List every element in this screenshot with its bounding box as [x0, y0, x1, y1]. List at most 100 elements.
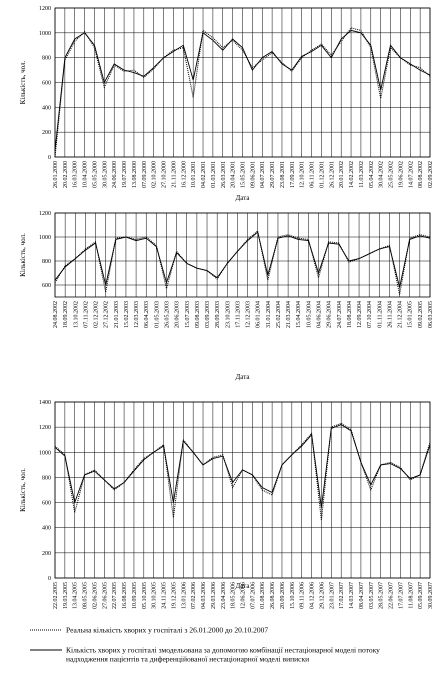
x-tick-label: 22.02.2005	[53, 582, 59, 609]
x-tick-label: 23.08.2001	[280, 161, 286, 188]
x-tick-label: 02.12.2002	[94, 301, 100, 328]
x-tick-label: 10.01.2001	[191, 161, 197, 188]
x-tick-label: 01.03.2001	[211, 161, 217, 188]
y-axis-label: Кількість, чол.	[19, 233, 27, 277]
x-tick-label: 23.01.2007	[329, 582, 335, 609]
y-tick-label: 600	[42, 501, 51, 507]
x-axis-label: Дата	[236, 194, 251, 202]
x-tick-label: 20.09.2006	[280, 582, 286, 609]
x-tick-label: 12.09.2004	[357, 301, 363, 328]
x-tick-label: 26.08.2006	[270, 582, 276, 609]
y-tick-label: 800	[42, 475, 51, 481]
y-tick-label: 1000	[39, 31, 51, 37]
y-tick-label: 1000	[39, 450, 51, 456]
x-tick-label: 30.09.2007	[428, 582, 434, 609]
x-tick-label: 24.06.2000	[112, 161, 118, 188]
x-tick-label: 11.08.2007	[408, 582, 414, 609]
x-tick-label: 09.11.2006	[300, 582, 306, 609]
x-tick-label: 20.02.2000	[63, 161, 69, 188]
x-tick-label: 02.10.2000	[152, 161, 158, 188]
y-tick-label: 800	[42, 56, 51, 62]
legend-label: Реальна кількість хворих у госпіталі з 2…	[66, 626, 268, 635]
x-tick-label: 21.11.2000	[171, 161, 177, 188]
x-tick-label: 14.02.2002	[349, 161, 355, 188]
x-tick-label: 14.03.2007	[349, 582, 355, 609]
x-tick-label: 16.12.2000	[181, 161, 187, 188]
x-tick-label: 24.08.2002	[53, 301, 59, 328]
x-tick-label: 30.10.2005	[152, 582, 158, 609]
y-axis-label: Кількість, чол.	[19, 468, 27, 512]
x-tick-label: 27.06.2005	[102, 582, 108, 609]
x-tick-label: 29.07.2001	[270, 161, 276, 188]
y-tick-label: 200	[42, 551, 51, 557]
x-tick-label: 26.05.2003	[164, 301, 170, 328]
x-tick-label: 05.09.2007	[418, 582, 424, 609]
x-tick-label: 28.05.2007	[379, 582, 385, 609]
x-tick-label: 22.06.2007	[389, 582, 395, 609]
x-tick-label: 15.10.2006	[290, 582, 296, 609]
x-tick-label: 06.01.2004	[256, 301, 262, 328]
x-tick-label: 17.11.2003	[235, 301, 241, 328]
x-tick-label: 28.09.2003	[215, 301, 221, 328]
x-tick-label: 07.10.2004	[367, 301, 373, 328]
x-tick-label: 04.12.2006	[310, 582, 316, 609]
x-tick-label: 17.02.2007	[339, 582, 345, 609]
x-tick-label: 21.03.2004	[286, 301, 292, 328]
x-tick-label: 05.10.2005	[142, 582, 148, 609]
x-tick-label: 15.05.2001	[241, 161, 247, 188]
x-tick-label: 10.04.2000	[83, 161, 89, 188]
x-tick-label: 15.02.2003	[124, 301, 130, 328]
y-tick-label: 1200	[39, 425, 51, 431]
series-line	[54, 424, 431, 508]
series-line	[54, 231, 431, 288]
x-tick-label: 10.09.2005	[132, 582, 138, 609]
x-tick-label: 04.07.2001	[260, 161, 266, 188]
x-tick-label: 23.10.2003	[225, 301, 231, 328]
x-tick-label: 09.02.2005	[418, 301, 424, 328]
x-tick-label: 23.04.2006	[221, 582, 227, 609]
x-tick-label: 12.03.2003	[134, 301, 140, 328]
y-tick-label: 800	[42, 259, 51, 265]
legend-label: Кількість хворих у госпіталі змодельован…	[66, 646, 380, 664]
y-tick-label: 0	[48, 576, 51, 582]
x-tick-label: 09.08.2003	[195, 301, 201, 328]
y-tick-label: 0	[48, 155, 51, 161]
x-tick-label: 21.01.2003	[114, 301, 120, 328]
x-tick-label: 02.09.2002	[428, 161, 434, 188]
x-tick-label: 05.05.2000	[92, 161, 98, 188]
x-tick-label: 05.04.2002	[369, 161, 375, 188]
y-tick-label: 1400	[39, 400, 51, 406]
x-tick-label: 16.08.2005	[122, 582, 128, 609]
x-tick-label: 07.11.2002	[83, 301, 89, 328]
x-tick-label: 19.06.2002	[398, 161, 404, 188]
x-tick-label: 14.07.2002	[408, 161, 414, 188]
series-line	[54, 29, 431, 151]
x-tick-label: 15.04.2004	[296, 301, 302, 328]
y-tick-label: 400	[42, 105, 51, 111]
x-tick-label: 25.02.2004	[276, 301, 282, 328]
x-tick-label: 19.07.2000	[122, 161, 128, 188]
x-tick-label: 27.12.2002	[104, 301, 110, 328]
x-tick-label: 03.09.2003	[205, 301, 211, 328]
x-tick-label: 08.08.2002	[418, 161, 424, 188]
series-line	[54, 27, 431, 158]
y-tick-label: 1200	[39, 6, 51, 12]
x-tick-label: 07.07.2006	[250, 582, 256, 609]
x-tick-label: 26.03.2001	[221, 161, 227, 188]
x-tick-label: 24.07.2004	[337, 301, 343, 328]
x-tick-label: 06.03.2005	[428, 301, 434, 328]
x-tick-label: 16.03.2000	[73, 161, 79, 188]
y-tick-label: 400	[42, 526, 51, 532]
x-tick-label: 18.09.2002	[63, 301, 69, 328]
x-tick-label: 24.11.2005	[162, 582, 168, 609]
x-tick-label: 12.10.2001	[300, 161, 306, 188]
x-tick-label: 25.05.2002	[389, 161, 395, 188]
y-tick-label: 200	[42, 130, 51, 136]
y-tick-label: 600	[42, 283, 51, 289]
x-tick-label: 06.11.2001	[310, 161, 316, 188]
x-tick-label: 13.01.2006	[181, 582, 187, 609]
y-axis-label: Кількість, чол.	[19, 60, 27, 104]
x-tick-label: 15.07.2003	[185, 301, 191, 328]
x-tick-label: 19.12.2005	[171, 582, 177, 609]
